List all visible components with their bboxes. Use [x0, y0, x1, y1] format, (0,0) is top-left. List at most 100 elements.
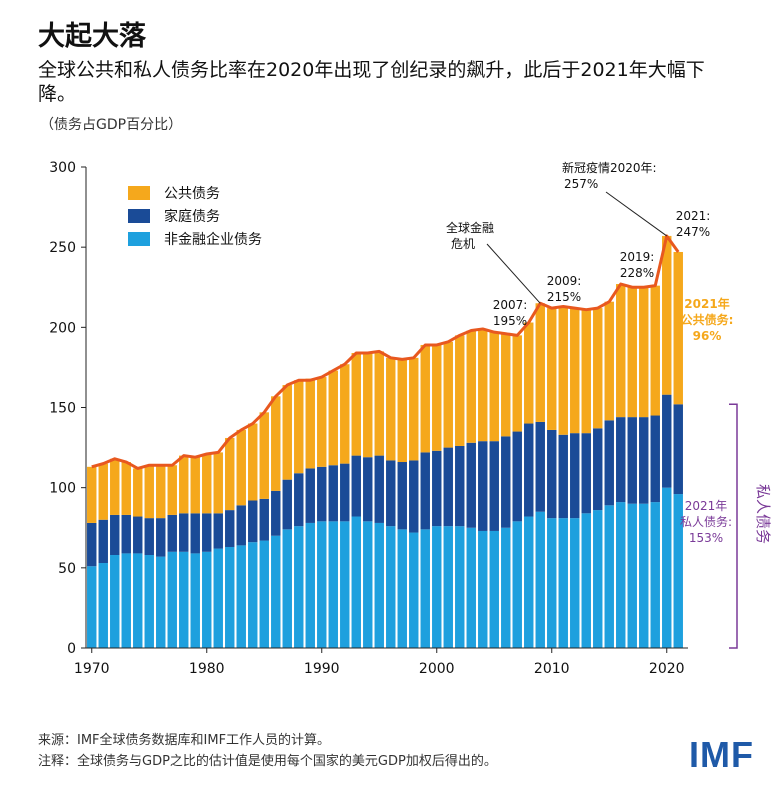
bar-household-2003 [466, 442, 476, 528]
bar-household-2004 [478, 441, 488, 531]
bar-public-2002 [455, 335, 465, 446]
bar-household-1979 [190, 513, 200, 554]
y-tick-label-50: 50 [58, 561, 76, 577]
bar-nonfinancial-1994 [363, 521, 373, 648]
bar-household-1995 [374, 455, 384, 523]
bar-public-1980 [202, 454, 212, 514]
total-line-group [91, 234, 680, 470]
bar-household-2000 [432, 450, 442, 527]
bar-household-2021 [673, 404, 683, 495]
bar-nonfinancial-2009 [535, 511, 545, 648]
bar-nonfinancial-1972 [110, 555, 120, 648]
bar-public-2014 [593, 308, 603, 429]
bar-nonfinancial-1984 [248, 542, 258, 648]
bar-nonfinancial-1997 [397, 529, 407, 648]
bar-household-1998 [409, 460, 419, 533]
chart-subtitle: 全球公共和私人债务比率在2020年出现了创纪录的飙升，此后于2021年大幅下降。 [38, 59, 705, 105]
bar-household-1993 [351, 455, 361, 517]
annotation-gfc-line2: 危机 [451, 237, 475, 251]
bar-household-1997 [397, 462, 407, 530]
bar-public-1986 [271, 396, 281, 491]
bar-household-2015 [604, 420, 614, 506]
y-tick-label-300: 300 [49, 160, 76, 176]
bar-public-1987 [282, 385, 292, 480]
annotation-public-2021-year: 2021年 [684, 296, 729, 311]
bar-household-1977 [167, 514, 177, 552]
bar-household-1971 [98, 519, 108, 564]
bar-public-2008 [524, 322, 534, 424]
bar-public-2006 [501, 333, 511, 437]
bar-household-1992 [340, 463, 350, 522]
bar-public-1982 [225, 437, 235, 511]
bar-public-1993 [351, 352, 361, 456]
bar-nonfinancial-2018 [639, 503, 649, 648]
bar-public-1978 [179, 455, 189, 514]
bar-household-1989 [305, 468, 315, 523]
bar-household-1986 [271, 490, 281, 536]
imf-logo: IMF [689, 734, 754, 775]
footnote: 注释：全球债务与GDP之比的估计值是使用每个国家的美元GDP加权后得出的。 [38, 754, 497, 769]
annotation-2019-value: 228% [620, 266, 654, 280]
x-tick-label-1980: 1980 [189, 661, 225, 677]
bar-public-2017 [627, 287, 637, 418]
bar-public-1995 [374, 351, 384, 456]
bar-household-1974 [133, 516, 143, 554]
bar-nonfinancial-1993 [351, 516, 361, 648]
total-debt-line [91, 234, 680, 470]
bar-nonfinancial-2001 [443, 526, 453, 648]
legend-swatch-public [128, 186, 150, 200]
bar-household-2011 [558, 434, 568, 519]
bar-household-2010 [547, 429, 557, 519]
legend-label-household: 家庭债务 [164, 208, 220, 225]
bar-public-2021 [673, 251, 683, 405]
bar-nonfinancial-1996 [386, 526, 396, 648]
axes-group: 0 50 100 150 200 250 300 1970 1980 1990 2000 2010 20… [49, 160, 688, 677]
bar-public-1992 [340, 364, 350, 464]
x-tick-label-1990: 1990 [304, 661, 340, 677]
legend-swatch-household [128, 209, 150, 223]
bar-nonfinancial-1973 [121, 553, 131, 648]
bar-nonfinancial-1971 [98, 563, 108, 648]
bar-household-1972 [110, 514, 120, 555]
bar-nonfinancial-1975 [144, 555, 154, 648]
bar-nonfinancial-2002 [455, 526, 465, 648]
bar-nonfinancial-1978 [179, 551, 189, 648]
annotation-private-2021-value: 153% [689, 531, 723, 545]
bar-nonfinancial-1981 [213, 548, 223, 648]
bar-household-2014 [593, 428, 603, 511]
bar-household-1981 [213, 513, 223, 549]
bar-household-1984 [248, 500, 258, 543]
bar-nonfinancial-1977 [167, 551, 177, 648]
bar-household-1976 [156, 518, 166, 557]
bar-public-1973 [121, 462, 131, 515]
bar-public-2004 [478, 328, 488, 442]
bar-household-1975 [144, 518, 154, 556]
bar-nonfinancial-1988 [294, 526, 304, 648]
bar-nonfinancial-2016 [616, 502, 626, 648]
legend-swatch-nonfinancial [128, 232, 150, 246]
bar-nonfinancial-1995 [374, 522, 384, 648]
bar-household-2007 [512, 431, 522, 522]
bar-nonfinancial-2007 [512, 521, 522, 648]
y-tick-label-150: 150 [49, 401, 76, 417]
bar-household-2013 [581, 433, 591, 514]
bar-nonfinancial-2013 [581, 513, 591, 648]
bar-public-1981 [213, 452, 223, 514]
bar-household-2009 [535, 421, 545, 512]
bar-public-1976 [156, 465, 166, 519]
bar-nonfinancial-1985 [259, 540, 269, 648]
bar-household-1980 [202, 513, 212, 552]
bar-public-2007 [512, 335, 522, 432]
bar-public-1991 [328, 370, 338, 466]
bar-nonfinancial-2012 [570, 518, 580, 648]
bar-nonfinancial-1992 [340, 521, 350, 648]
bar-household-2005 [489, 441, 499, 531]
bar-nonfinancial-1980 [202, 551, 212, 648]
annotation-private-2021-year: 2021年 [685, 499, 728, 513]
bar-nonfinancial-2008 [524, 516, 534, 648]
x-tick-label-1970: 1970 [74, 661, 110, 677]
bar-public-2016 [616, 284, 626, 418]
bar-nonfinancial-1991 [328, 521, 338, 648]
